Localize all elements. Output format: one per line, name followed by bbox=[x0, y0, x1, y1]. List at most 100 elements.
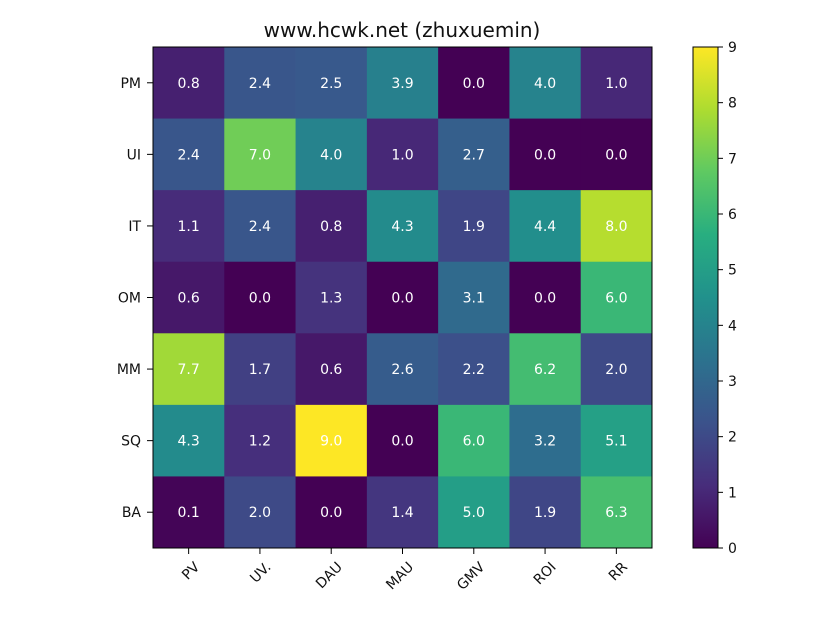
heatmap-cell bbox=[438, 118, 510, 191]
cell-value-label: 2.7 bbox=[463, 147, 485, 163]
colorbar-tick-label: 7 bbox=[728, 151, 737, 167]
cell-value-label: 6.2 bbox=[534, 362, 556, 378]
cell-value-label: 0.0 bbox=[391, 434, 413, 450]
y-axis: PM UI IT OM MM SQ BA bbox=[117, 76, 153, 521]
y-tick-label: MM bbox=[117, 362, 141, 378]
heatmap-cell bbox=[224, 118, 296, 191]
cell-value-label: 0.0 bbox=[249, 291, 271, 307]
heatmap-cell bbox=[153, 190, 225, 263]
colorbar-frame bbox=[692, 46, 719, 549]
y-tick-label: IT bbox=[128, 219, 141, 235]
cell-value-label: 3.9 bbox=[391, 76, 413, 92]
colorbar-tick-label: 3 bbox=[728, 374, 737, 390]
heatmap-cell bbox=[509, 47, 582, 119]
heatmap-cell bbox=[295, 190, 368, 263]
heatmap-cell bbox=[438, 261, 510, 334]
x-tick-label: RR bbox=[606, 559, 631, 584]
heatmap-cell bbox=[153, 476, 225, 549]
heatmap-cells bbox=[153, 47, 653, 549]
cell-value-label: 0.0 bbox=[534, 147, 556, 163]
heatmap-cell bbox=[295, 261, 368, 334]
heatmap-cell bbox=[366, 47, 439, 119]
heatmap-cell bbox=[509, 118, 582, 191]
heatmap-cell bbox=[580, 47, 653, 119]
colorbar-tick-label: 2 bbox=[728, 430, 737, 446]
colorbar-tick-label: 5 bbox=[728, 263, 737, 279]
cell-value-label: 2.2 bbox=[463, 362, 485, 378]
heatmap-cell bbox=[295, 118, 368, 191]
y-tick-label: PM bbox=[120, 76, 141, 92]
y-tick-label: UI bbox=[127, 147, 141, 163]
heatmap-cell bbox=[580, 261, 653, 334]
colorbar-tick-label: 4 bbox=[728, 318, 737, 334]
cell-value-label: 4.0 bbox=[534, 76, 556, 92]
cell-value-label: 7.0 bbox=[249, 147, 271, 163]
heatmap-cell bbox=[580, 333, 653, 406]
heatmap-cell-labels: 0.8 2.4 2.5 3.9 0.0 4.0 1.0 2.4 7.0 4.0 1.0 2.7 0.0 0… bbox=[178, 76, 628, 521]
heatmap-cell bbox=[580, 404, 653, 477]
x-tick-label: GMV bbox=[454, 559, 489, 594]
cell-value-label: 1.1 bbox=[178, 219, 200, 235]
colorbar-gradient bbox=[693, 47, 718, 548]
heatmap-cell bbox=[438, 190, 510, 263]
colorbar-tick-label: 0 bbox=[728, 541, 737, 557]
x-axis: PV UV. DAU MAU GMV ROI RR bbox=[179, 548, 631, 594]
heatmap-cell bbox=[224, 47, 296, 119]
cell-value-label: 4.3 bbox=[391, 219, 413, 235]
cell-value-label: 1.4 bbox=[391, 505, 413, 521]
y-tick-label: SQ bbox=[121, 434, 141, 450]
heatmap-cell bbox=[153, 47, 225, 119]
cell-value-label: 8.0 bbox=[605, 219, 627, 235]
heatmap-cell bbox=[153, 261, 225, 334]
heatmap-cell bbox=[224, 333, 296, 406]
cell-value-label: 4.3 bbox=[178, 434, 200, 450]
cell-value-label: 5.1 bbox=[605, 434, 627, 450]
cell-value-label: 4.4 bbox=[534, 219, 556, 235]
heatmap-cell bbox=[153, 404, 225, 477]
heatmap-cell bbox=[438, 476, 510, 549]
heatmap-cell bbox=[153, 333, 225, 406]
heatmap-cell bbox=[295, 47, 368, 119]
cell-value-label: 6.3 bbox=[605, 505, 627, 521]
cell-value-label: 1.7 bbox=[249, 362, 271, 378]
cell-value-label: 0.6 bbox=[320, 362, 342, 378]
cell-value-label: 1.0 bbox=[391, 147, 413, 163]
heatmap-cell bbox=[224, 190, 296, 263]
cell-value-label: 7.7 bbox=[178, 362, 200, 378]
heatmap-cell bbox=[580, 476, 653, 549]
heatmap-cell bbox=[295, 333, 368, 406]
heatmap-cell bbox=[509, 476, 582, 549]
cell-value-label: 0.0 bbox=[391, 291, 413, 307]
heatmap-cell bbox=[509, 190, 582, 263]
y-tick-label: BA bbox=[122, 505, 142, 521]
x-tick-label: PV bbox=[179, 559, 203, 583]
cell-value-label: 2.4 bbox=[178, 147, 200, 163]
heatmap-cell bbox=[580, 190, 653, 263]
cell-value-label: 6.0 bbox=[605, 291, 627, 307]
heatmap-cell bbox=[366, 404, 439, 477]
cell-value-label: 9.0 bbox=[320, 434, 342, 450]
heatmap-cell bbox=[509, 404, 582, 477]
colorbar bbox=[692, 46, 719, 549]
heatmap-cell bbox=[366, 190, 439, 263]
cell-value-label: 1.9 bbox=[534, 505, 556, 521]
cell-value-label: 6.0 bbox=[463, 434, 485, 450]
heatmap-cell bbox=[366, 118, 439, 191]
cell-value-label: 0.1 bbox=[178, 505, 200, 521]
heatmap-cell bbox=[366, 333, 439, 406]
cell-value-label: 0.0 bbox=[534, 291, 556, 307]
cell-value-label: 2.6 bbox=[391, 362, 413, 378]
heatmap-cell bbox=[224, 261, 296, 334]
y-tick-label: OM bbox=[118, 291, 141, 307]
cell-value-label: 2.5 bbox=[320, 76, 342, 92]
cell-value-label: 1.9 bbox=[463, 219, 485, 235]
x-tick-label: UV. bbox=[247, 559, 274, 586]
colorbar-tick-label: 8 bbox=[728, 96, 737, 112]
cell-value-label: 0.0 bbox=[320, 505, 342, 521]
cell-value-label: 0.6 bbox=[178, 291, 200, 307]
heatmap-cell bbox=[295, 476, 368, 549]
cell-value-label: 2.4 bbox=[249, 76, 271, 92]
chart-title: www.hcwk.net (zhuxuemin) bbox=[264, 18, 541, 42]
cell-value-label: 1.0 bbox=[605, 76, 627, 92]
x-tick-label: MAU bbox=[383, 559, 417, 593]
